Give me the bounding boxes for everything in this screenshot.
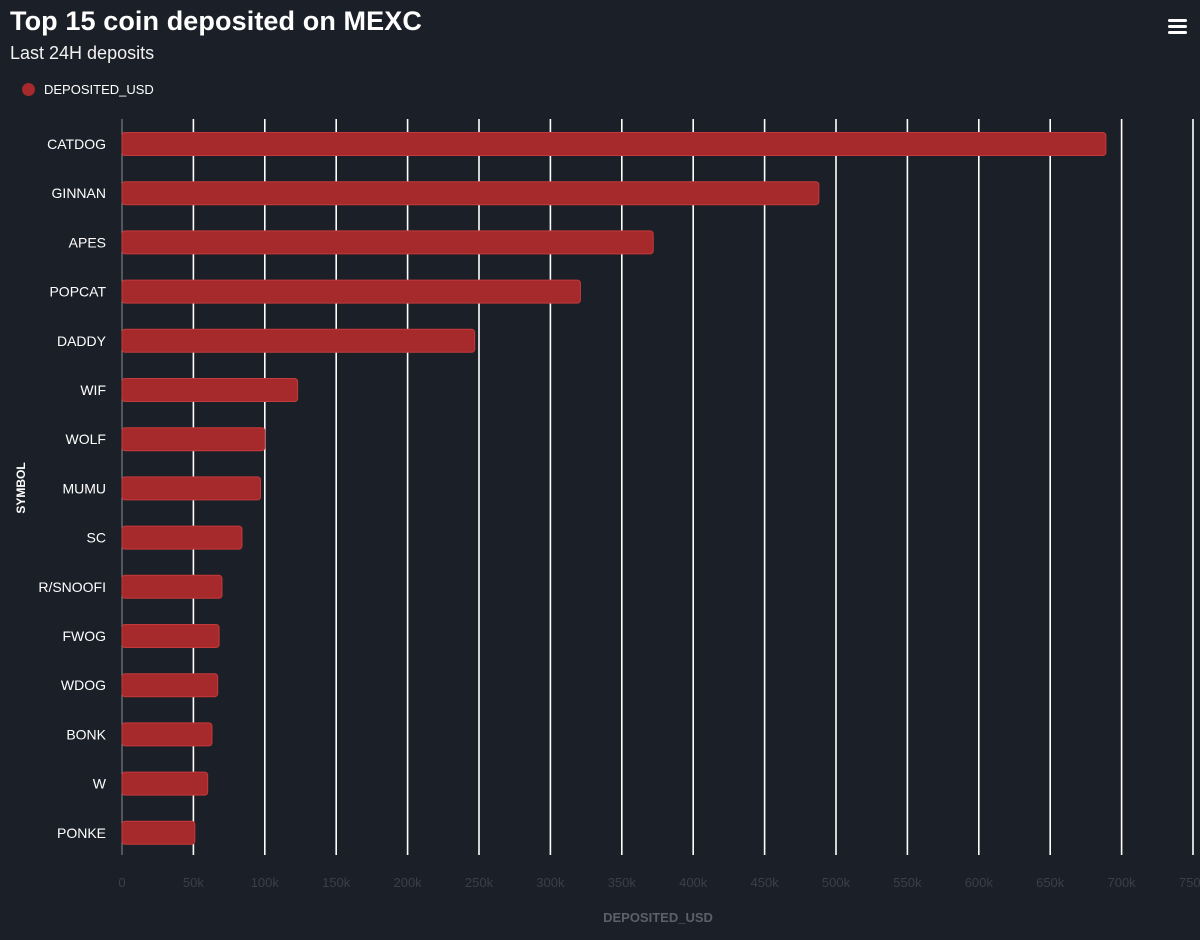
category-label: WOLF <box>66 431 106 447</box>
x-tick-label: 750k <box>1179 875 1200 890</box>
bar <box>121 279 581 304</box>
bar <box>121 574 223 599</box>
bar <box>121 722 213 747</box>
bar <box>121 328 476 353</box>
x-tick-label: 100k <box>251 875 280 890</box>
category-label: WDOG <box>61 677 106 693</box>
x-tick-label: 600k <box>965 875 994 890</box>
category-label: BONK <box>66 726 106 742</box>
bar <box>121 525 243 550</box>
bar <box>121 132 1107 156</box>
legend-label: DEPOSITED_USD <box>44 81 154 97</box>
bar <box>121 673 219 698</box>
x-tick-label: 500k <box>822 875 851 890</box>
bar <box>121 624 220 648</box>
chart-title: Top 15 coin deposited on MEXC <box>10 6 422 36</box>
x-tick-label: 300k <box>536 875 565 890</box>
category-label: R/SNOOFI <box>38 579 106 595</box>
category-label: SC <box>87 530 106 546</box>
x-tick-label: 50k <box>183 875 204 890</box>
x-tick-label: 650k <box>1036 875 1065 890</box>
category-label: W <box>93 776 107 792</box>
chart-subtitle: Last 24H deposits <box>10 43 155 63</box>
x-tick-label: 250k <box>465 875 494 890</box>
category-label: APES <box>69 234 106 250</box>
category-label: WIF <box>80 382 106 398</box>
menu-line <box>1168 25 1187 28</box>
x-tick-label: 0 <box>118 875 125 890</box>
category-label: FWOG <box>62 628 106 644</box>
legend-swatch <box>22 82 35 96</box>
hamburger-menu-icon[interactable] <box>1164 14 1192 40</box>
x-tick-label: 200k <box>393 875 422 890</box>
category-label: POPCAT <box>49 284 106 300</box>
category-label: PONKE <box>57 825 106 841</box>
x-tick-label: 350k <box>608 875 637 890</box>
bar <box>121 476 262 501</box>
bar <box>121 427 266 452</box>
x-tick-label: 150k <box>322 875 351 890</box>
category-label: MUMU <box>62 480 106 496</box>
x-tick-label: 550k <box>893 875 922 890</box>
menu-line <box>1168 19 1187 22</box>
category-label: CATDOG <box>47 136 106 152</box>
legend-item-deposited-usd[interactable]: DEPOSITED_USD <box>22 80 154 98</box>
x-axis-title: DEPOSITED_USD <box>603 910 713 925</box>
bar <box>121 771 209 796</box>
bar <box>121 820 196 845</box>
menu-line <box>1168 31 1187 34</box>
bar <box>121 181 820 206</box>
category-label: DADDY <box>57 333 107 349</box>
x-tick-label: 700k <box>1107 875 1136 890</box>
x-tick-label: 450k <box>750 875 779 890</box>
category-label: GINNAN <box>52 185 106 201</box>
y-axis-title: SYMBOL <box>14 462 28 514</box>
bar <box>121 378 299 402</box>
x-tick-label: 400k <box>679 875 708 890</box>
bar <box>121 230 654 255</box>
